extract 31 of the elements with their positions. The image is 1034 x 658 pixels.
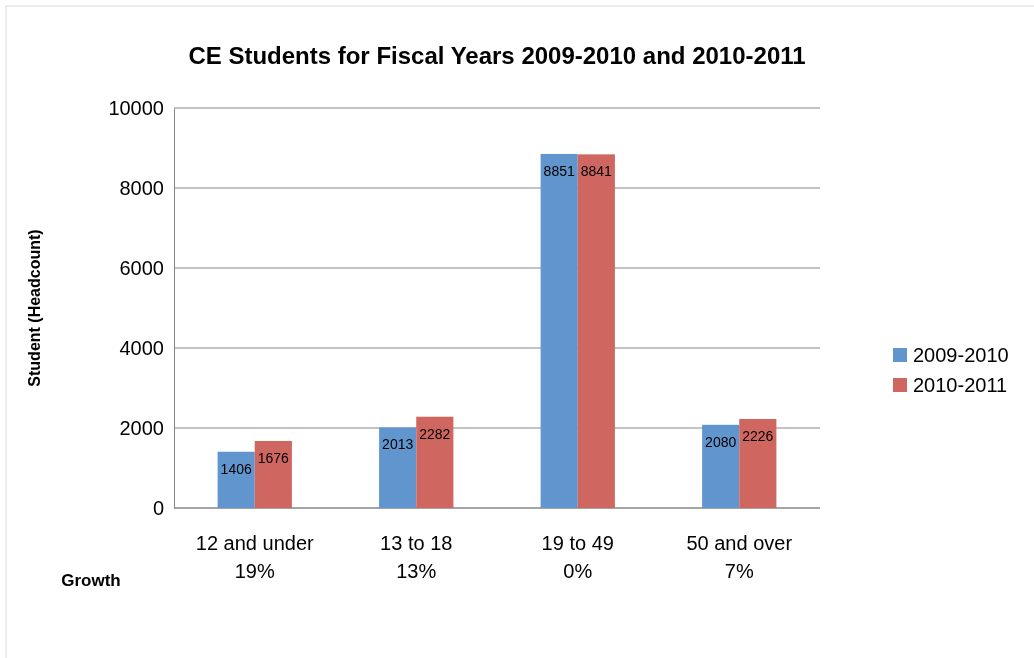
bar <box>379 427 417 508</box>
y-tick-label: 2000 <box>119 416 164 439</box>
bar <box>416 416 454 508</box>
legend-label: 2010-2011 <box>913 374 1008 396</box>
x-tick-label: 50 and over 7% <box>686 532 793 582</box>
bar <box>739 418 777 508</box>
y-tick-label: 0 <box>152 496 164 519</box>
y-axis-title: Student (Headcount) <box>26 229 43 387</box>
bar <box>577 154 615 508</box>
data-label: 1676 <box>257 449 290 466</box>
legend-label: 2009-2010 <box>913 344 1009 366</box>
bar <box>540 153 578 508</box>
data-label: 2226 <box>742 427 774 444</box>
data-label: 1406 <box>220 460 252 477</box>
data-label: 2282 <box>419 425 451 442</box>
data-label: 8841 <box>580 163 613 180</box>
y-tick-label: 6000 <box>119 256 164 279</box>
bar <box>702 424 740 508</box>
bar <box>254 440 292 508</box>
data-label: 8851 <box>543 162 575 179</box>
y-tick-label: 4000 <box>119 336 164 359</box>
data-label: 2080 <box>705 433 737 450</box>
y-tick-label: 8000 <box>119 176 164 199</box>
data-label: 2013 <box>382 436 414 453</box>
x-tick-label: 19 to 49 0% <box>541 532 614 582</box>
bar <box>217 451 255 508</box>
chart-title: CE Students for Fiscal Years 2009-2010 and 2010-2011 <box>188 42 806 69</box>
x-tick-label: 13 to 18 13% <box>380 532 453 582</box>
text: Growth <box>61 571 121 590</box>
x-tick-label: 12 and under 19% <box>195 532 315 582</box>
y-tick-label: 10000 <box>108 96 164 119</box>
